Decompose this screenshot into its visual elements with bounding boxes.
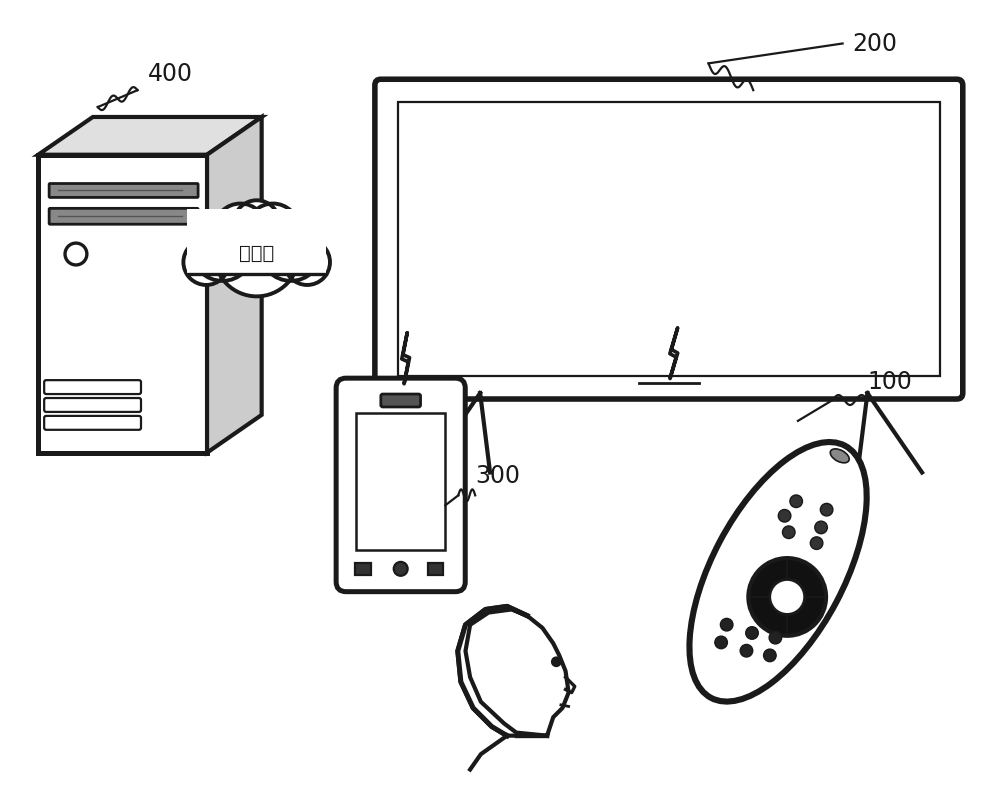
Circle shape bbox=[770, 580, 805, 614]
Circle shape bbox=[247, 204, 299, 256]
Circle shape bbox=[778, 510, 791, 523]
FancyBboxPatch shape bbox=[356, 414, 445, 550]
Text: 互联网: 互联网 bbox=[239, 243, 274, 263]
Circle shape bbox=[183, 240, 229, 286]
Circle shape bbox=[769, 632, 782, 644]
FancyBboxPatch shape bbox=[44, 417, 141, 430]
FancyBboxPatch shape bbox=[398, 103, 940, 377]
Circle shape bbox=[234, 201, 279, 247]
Polygon shape bbox=[207, 118, 262, 453]
Polygon shape bbox=[38, 118, 262, 156]
Circle shape bbox=[214, 204, 266, 256]
FancyBboxPatch shape bbox=[49, 184, 198, 198]
Ellipse shape bbox=[689, 442, 867, 702]
Text: 300: 300 bbox=[475, 464, 520, 488]
Circle shape bbox=[746, 627, 758, 639]
Circle shape bbox=[214, 213, 299, 297]
FancyBboxPatch shape bbox=[428, 563, 443, 575]
Circle shape bbox=[192, 220, 253, 282]
Circle shape bbox=[815, 521, 827, 534]
FancyBboxPatch shape bbox=[355, 563, 371, 575]
Circle shape bbox=[715, 636, 727, 649]
Circle shape bbox=[260, 220, 322, 282]
Circle shape bbox=[720, 618, 733, 631]
FancyBboxPatch shape bbox=[44, 398, 141, 413]
Text: 100: 100 bbox=[867, 369, 912, 393]
FancyBboxPatch shape bbox=[49, 209, 198, 225]
Circle shape bbox=[790, 495, 802, 508]
Polygon shape bbox=[458, 606, 542, 736]
Polygon shape bbox=[187, 210, 326, 275]
FancyBboxPatch shape bbox=[44, 381, 141, 394]
Ellipse shape bbox=[830, 450, 849, 463]
Circle shape bbox=[740, 645, 753, 657]
FancyBboxPatch shape bbox=[381, 394, 421, 407]
Circle shape bbox=[764, 650, 776, 662]
Text: 200: 200 bbox=[853, 32, 898, 56]
Polygon shape bbox=[38, 156, 207, 453]
Circle shape bbox=[748, 558, 826, 636]
FancyBboxPatch shape bbox=[336, 379, 465, 592]
Circle shape bbox=[810, 537, 823, 550]
FancyBboxPatch shape bbox=[375, 80, 963, 400]
Text: 400: 400 bbox=[147, 62, 192, 86]
Circle shape bbox=[284, 240, 330, 286]
Circle shape bbox=[551, 657, 562, 667]
Circle shape bbox=[820, 503, 833, 516]
Circle shape bbox=[394, 562, 408, 576]
Circle shape bbox=[782, 526, 795, 539]
